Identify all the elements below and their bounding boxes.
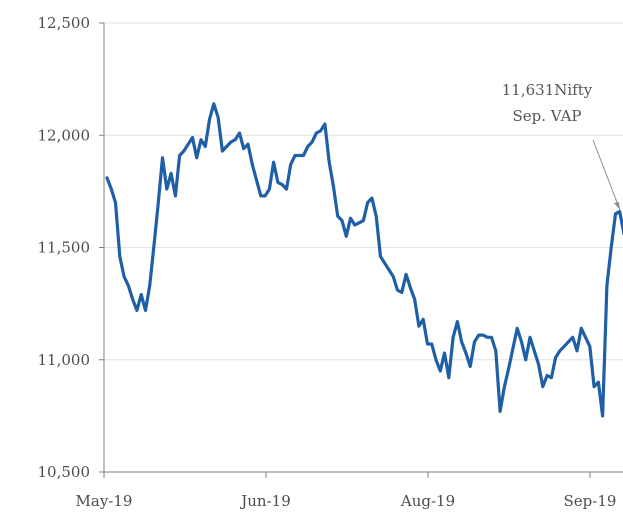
x-tick-label: Sep-19	[564, 492, 617, 510]
y-tick-label: 11,500	[38, 239, 91, 257]
series-line	[105, 102, 623, 418]
annotation-line-1: 11,631Nifty	[502, 81, 593, 99]
y-tick-label: 11,000	[38, 351, 91, 369]
y-axis: 10,500 11,000 11,500 12,000 12,500	[38, 14, 105, 481]
annotation-group: 11,631Nifty Sep. VAP	[502, 81, 621, 211]
y-tick-label: 12,000	[38, 126, 91, 144]
x-tick-label: May-19	[76, 492, 133, 510]
y-tick-label: 10,500	[38, 463, 91, 481]
x-tick-label: Jun-19	[239, 492, 291, 510]
annotation-line-2: Sep. VAP	[512, 107, 581, 125]
y-tick-label: 12,500	[38, 14, 91, 32]
annotation-pointer	[592, 139, 621, 211]
series-group	[105, 102, 623, 418]
x-tick-label: Aug-19	[400, 492, 455, 510]
annotation-arrowhead	[614, 202, 620, 210]
x-axis: May-19 Jun-19 Aug-19 Sep-19	[76, 471, 623, 510]
